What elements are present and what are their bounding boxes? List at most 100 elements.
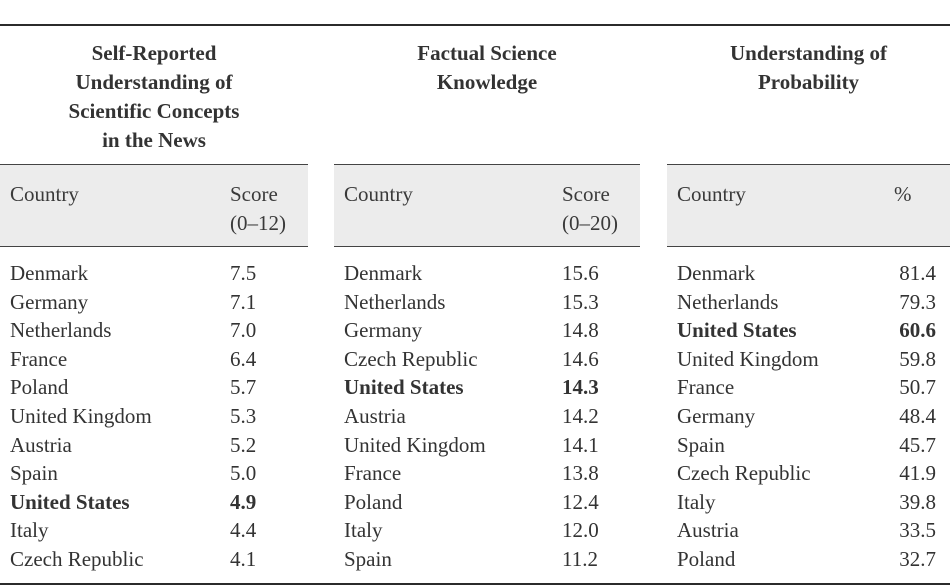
table-row: United Kingdom 14.1 [334,431,640,460]
column-header-band: Country Score (0–12) [0,164,308,247]
table-row: Denmark 15.6 [334,259,640,288]
data-rows: Denmark 15.6 Netherlands 15.3 Germany 14.8 Cze… [334,259,640,574]
column-header-band: Country Score (0–20) [334,164,640,247]
column-header-score: Score (0–12) [230,182,286,235]
table-row: United States 14.3 [334,373,640,402]
table-row: Netherlands 7.0 [0,316,308,345]
table-row: Germany 14.8 [334,316,640,345]
value-cell: 13.8 [562,461,599,486]
table-row: United Kingdom 59.8 [667,345,950,374]
country-cell: Austria [10,432,72,457]
panel-factual-science-knowledge: Factual Science Knowledge Country Score … [334,0,640,588]
column-header-country: Country [10,182,79,206]
table-row: France 13.8 [334,459,640,488]
table-row: Germany 48.4 [667,402,950,431]
country-cell: United Kingdom [10,403,152,428]
country-cell: United Kingdom [677,346,819,371]
country-cell: Poland [344,489,403,514]
value-cell: 11.2 [562,546,598,571]
value-cell: 4.4 [230,518,257,543]
country-cell: France [10,346,68,371]
country-cell: France [677,375,735,400]
value-cell: 14.6 [562,346,599,371]
panel-title: Factual Science Knowledge [417,41,557,94]
table-row: Czech Republic 4.1 [0,545,308,574]
value-cell: 12.0 [562,518,599,543]
column-header-percent: % [894,182,912,206]
value-cell: 5.3 [230,403,257,428]
value-cell: 5.2 [230,432,257,457]
value-cell: 14.1 [562,432,599,457]
country-cell: Spain [10,461,58,486]
country-cell: Poland [10,375,69,400]
value-cell: 81.4 [899,261,936,285]
table-row: Italy 12.0 [334,516,640,545]
country-cell: United States [344,375,464,400]
value-cell: 41.9 [899,461,936,486]
country-cell: United States [10,489,130,514]
column-header-country: Country [344,182,413,206]
panel-title: Understanding of Probability [730,41,887,94]
country-cell: Czech Republic [677,461,811,486]
value-cell: 4.9 [230,489,257,514]
value-cell: 15.3 [562,289,599,314]
country-cell: France [344,461,402,486]
country-cell: Netherlands [677,289,779,314]
country-cell: Austria [344,403,406,428]
country-cell: Italy [344,518,383,543]
table-row: Austria 33.5 [667,516,950,545]
country-cell: Netherlands [10,318,112,343]
table-row: Poland 32.7 [667,545,950,574]
value-cell: 79.3 [899,289,936,314]
table-row: France 6.4 [0,345,308,374]
value-cell: 6.4 [230,346,257,371]
country-cell: Germany [677,403,756,428]
table-row: Spain 45.7 [667,431,950,460]
column-header-score: Score (0–20) [562,182,618,235]
data-rows: Denmark 81.4 Netherlands 79.3 United States 6… [667,259,950,574]
country-cell: Italy [10,518,49,543]
table-row: Poland 12.4 [334,488,640,517]
value-cell: 60.6 [899,318,936,343]
table-row: Denmark 81.4 [667,259,950,288]
column-header-country: Country [677,182,746,206]
table-row: Germany 7.1 [0,288,308,317]
value-cell: 39.8 [899,489,936,514]
table-row: Netherlands 79.3 [667,288,950,317]
country-cell: Spain [344,546,392,571]
table-top-rule [0,24,950,26]
country-cell: Austria [677,518,739,543]
value-cell: 4.1 [230,546,257,571]
value-cell: 5.0 [230,461,257,486]
value-cell: 7.1 [230,289,257,314]
country-cell: Germany [344,318,423,343]
country-cell: Denmark [677,261,756,285]
value-cell: 45.7 [899,432,936,457]
country-cell: Italy [677,489,716,514]
table-row: Spain 5.0 [0,459,308,488]
table-row: Italy 4.4 [0,516,308,545]
country-cell: Denmark [10,261,89,285]
value-cell: 33.5 [899,518,936,543]
table-row: United States 4.9 [0,488,308,517]
panel-self-reported-understanding: Self-Reported Understanding of Scientifi… [0,0,308,588]
value-cell: 5.7 [230,375,257,400]
value-cell: 50.7 [899,375,936,400]
value-cell: 7.0 [230,318,257,343]
table-row: Austria 14.2 [334,402,640,431]
table-row: Czech Republic 41.9 [667,459,950,488]
value-cell: 15.6 [562,261,599,285]
table-bottom-rule [0,583,950,585]
country-cell: Poland [677,546,736,571]
country-cell: Czech Republic [10,546,144,571]
table-row: Czech Republic 14.6 [334,345,640,374]
table-row: United Kingdom 5.3 [0,402,308,431]
panel-title: Self-Reported Understanding of Scientifi… [68,41,240,152]
value-cell: 12.4 [562,489,599,514]
value-cell: 7.5 [230,261,257,285]
data-rows: Denmark 7.5 Germany 7.1 Netherlands 7.0 France… [0,259,308,574]
country-cell: United States [677,318,797,343]
value-cell: 14.3 [562,375,599,400]
country-cell: United Kingdom [344,432,486,457]
value-cell: 14.2 [562,403,599,428]
